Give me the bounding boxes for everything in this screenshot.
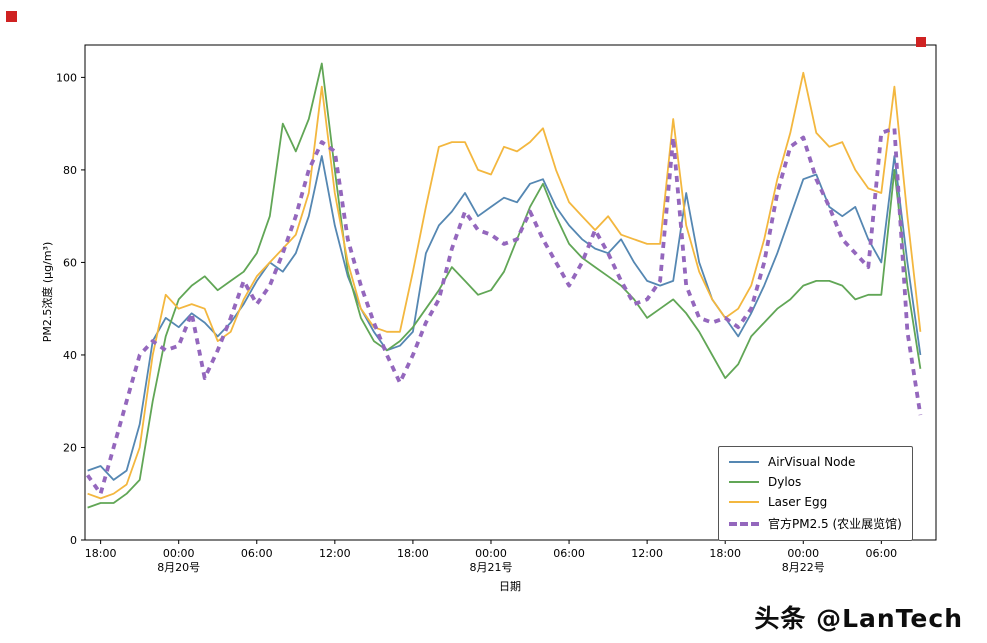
x-tick-label: 00:00 (787, 547, 819, 560)
legend-item-laser-egg: Laser Egg (729, 495, 902, 509)
legend-line-sample (729, 481, 759, 483)
x-tick-label: 12:00 (631, 547, 663, 560)
x-tick-label: 18:00 (709, 547, 741, 560)
x-tick-label: 00:00 (475, 547, 507, 560)
x-tick-label: 18:00 (397, 547, 429, 560)
legend: AirVisual Node Dylos Laser Egg 官方PM2.5 (农业展… (718, 446, 913, 541)
watermark: 头条 @LanTech (754, 604, 963, 633)
series-line-airvisual-node (87, 155, 922, 481)
x-date-label: 8月21号 (469, 561, 512, 574)
x-tick-label: 06:00 (865, 547, 897, 560)
x-tick-label: 12:00 (319, 547, 351, 560)
legend-label: Laser Egg (768, 495, 828, 509)
x-tick-label: 00:00 (163, 547, 195, 560)
red-dot-marker (6, 11, 17, 22)
legend-line-sample (729, 501, 759, 503)
legend-line-sample (729, 521, 759, 526)
legend-line-sample (729, 461, 759, 463)
legend-label: Dylos (768, 475, 802, 489)
red-dot-marker (916, 37, 926, 47)
y-tick-label: 80 (63, 164, 77, 177)
y-tick-label: 40 (63, 349, 77, 362)
legend-label: AirVisual Node (768, 455, 856, 469)
series-line-official-pm25 (86, 126, 923, 496)
x-axis-label: 日期 (499, 580, 521, 593)
series-line-laser-egg (87, 71, 922, 500)
y-tick-label: 20 (63, 441, 77, 454)
series-line-dylos (87, 62, 922, 509)
x-tick-label: 06:00 (241, 547, 273, 560)
legend-item-airvisual-node: AirVisual Node (729, 455, 902, 469)
x-tick-label: 18:00 (85, 547, 117, 560)
legend-item-official-pm25: 官方PM2.5 (农业展览馆) (729, 515, 902, 532)
y-tick-label: 100 (56, 71, 77, 84)
legend-item-dylos: Dylos (729, 475, 902, 489)
y-tick-label: 60 (63, 256, 77, 269)
y-axis-label: PM2.5浓度 (μg/m³) (41, 241, 54, 343)
x-date-label: 8月20号 (157, 561, 200, 574)
x-tick-label: 06:00 (553, 547, 585, 560)
legend-label: 官方PM2.5 (农业展览馆) (768, 517, 902, 531)
x-date-label: 8月22号 (782, 561, 825, 574)
axes-frame (84, 44, 937, 541)
y-tick-label: 0 (70, 534, 77, 547)
